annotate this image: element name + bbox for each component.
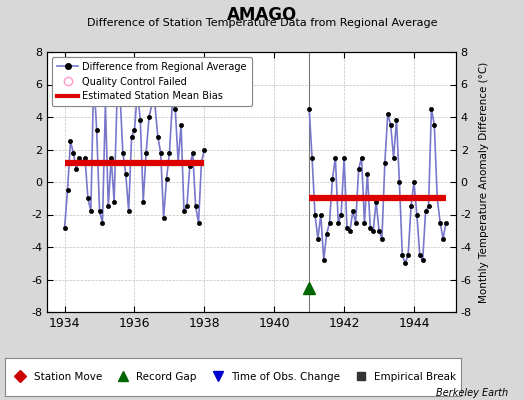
Text: Difference of Station Temperature Data from Regional Average: Difference of Station Temperature Data f… — [87, 18, 437, 28]
Legend: Station Move, Record Gap, Time of Obs. Change, Empirical Break: Station Move, Record Gap, Time of Obs. C… — [7, 369, 460, 385]
Text: Berkeley Earth: Berkeley Earth — [436, 388, 508, 398]
Text: AMAGO: AMAGO — [227, 6, 297, 24]
Legend: Difference from Regional Average, Quality Control Failed, Estimated Station Mean: Difference from Regional Average, Qualit… — [52, 57, 252, 106]
Y-axis label: Monthly Temperature Anomaly Difference (°C): Monthly Temperature Anomaly Difference (… — [479, 61, 489, 303]
